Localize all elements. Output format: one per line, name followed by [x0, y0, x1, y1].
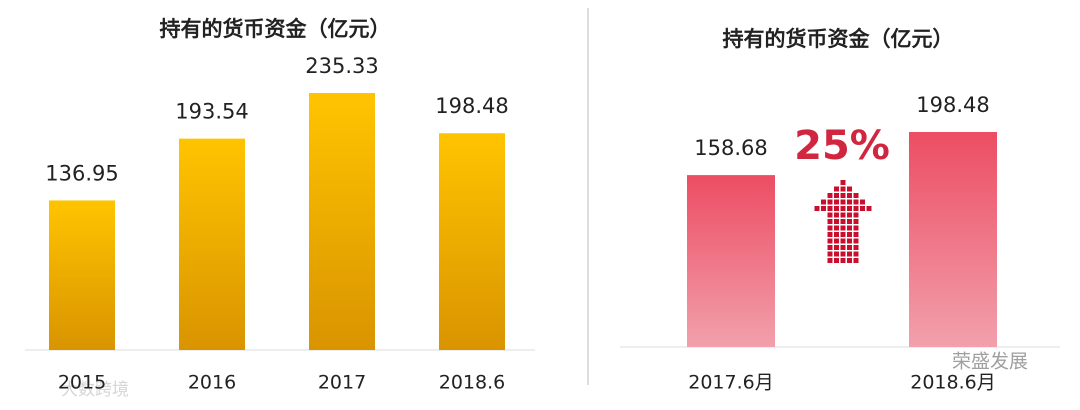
arrow-dot — [847, 245, 852, 250]
arrow-dot — [834, 251, 839, 257]
watermark: 荣盛发展 — [952, 351, 1028, 373]
arrow-dot — [834, 199, 839, 205]
x-tick-label: 2017 — [318, 372, 366, 394]
arrow-dot — [853, 193, 859, 198]
arrow-dot — [853, 245, 859, 250]
x-tick-label: 2018.6月 — [910, 372, 995, 394]
arrow-dot — [827, 193, 833, 198]
x-tick-label: 2017.6月 — [688, 372, 773, 394]
value-label: 158.68 — [694, 136, 767, 160]
value-label: 235.33 — [305, 54, 378, 78]
arrow-dot — [847, 225, 852, 231]
bar — [439, 133, 505, 350]
arrow-dot — [834, 193, 839, 198]
arrow-icon — [814, 180, 872, 263]
arrow-dot — [853, 219, 859, 224]
arrow-dot — [853, 232, 859, 237]
arrow-dot — [847, 232, 852, 237]
arrow-dot — [853, 199, 859, 205]
arrow-dot — [834, 258, 839, 263]
arrow-dot — [814, 206, 820, 211]
arrow-dot — [821, 206, 826, 211]
arrow-dot — [840, 212, 846, 218]
arrow-dot — [853, 238, 859, 244]
arrow-dot — [827, 245, 833, 250]
arrow-dot — [834, 238, 839, 244]
arrow-dot — [840, 219, 846, 224]
arrow-dot — [847, 212, 852, 218]
bar — [179, 138, 245, 350]
arrow-dot — [847, 251, 852, 257]
value-label: 198.48 — [435, 94, 508, 118]
arrow-dot — [827, 251, 833, 257]
arrow-dot — [853, 251, 859, 257]
arrow-dot — [827, 199, 833, 205]
arrow-dot — [827, 219, 833, 224]
arrow-dot — [827, 225, 833, 231]
arrow-dot — [834, 219, 839, 224]
x-tick-label: 2015 — [58, 372, 106, 394]
arrow-dot — [840, 225, 846, 231]
arrow-dot — [827, 212, 833, 218]
arrow-dot — [860, 199, 865, 205]
arrow-dot — [827, 258, 833, 263]
bar — [687, 175, 775, 347]
arrow-dot — [847, 219, 852, 224]
arrow-dot — [853, 225, 859, 231]
arrow-dot — [847, 199, 852, 205]
arrow-dot — [827, 232, 833, 237]
arrow-dot — [834, 206, 839, 211]
arrow-dot — [840, 238, 846, 244]
arrow-dot — [853, 212, 859, 218]
arrow-dot — [853, 258, 859, 263]
arrow-dot — [847, 206, 852, 211]
arrow-dot — [840, 206, 846, 211]
annotation: 25% — [794, 123, 890, 169]
arrow-dot — [840, 193, 846, 198]
arrow-dot — [853, 206, 859, 211]
bar — [49, 200, 115, 350]
x-tick-label: 2018.6 — [439, 372, 505, 394]
arrow-dot — [834, 186, 839, 192]
arrow-dot — [827, 238, 833, 244]
arrow-dot — [847, 258, 852, 263]
arrow-dot — [866, 206, 872, 211]
chart-title: 持有的货币资金（亿元） — [160, 17, 391, 41]
arrow-dot — [840, 251, 846, 257]
arrow-dot — [834, 225, 839, 231]
arrow-dot — [834, 232, 839, 237]
bar — [909, 132, 997, 347]
arrow-dot — [840, 186, 846, 192]
arrow-dot — [840, 245, 846, 250]
arrow-dot — [840, 199, 846, 205]
value-label: 198.48 — [916, 93, 989, 117]
arrow-dot — [821, 199, 826, 205]
x-tick-label: 2016 — [188, 372, 236, 394]
value-label: 193.54 — [175, 100, 248, 124]
arrow-dot — [847, 238, 852, 244]
arrow-dot — [827, 206, 833, 211]
arrow-dot — [840, 180, 846, 185]
arrow-dot — [840, 232, 846, 237]
value-label: 136.95 — [45, 161, 118, 185]
arrow-dot — [847, 186, 852, 192]
arrow-dot — [834, 245, 839, 250]
arrow-dot — [847, 193, 852, 198]
watermark: 大数跨境 — [61, 380, 129, 400]
chart-title: 持有的货币资金（亿元） — [723, 27, 954, 51]
arrow-dot — [840, 258, 846, 263]
bar — [309, 93, 375, 350]
arrow-dot — [860, 206, 865, 211]
arrow-dot — [834, 212, 839, 218]
